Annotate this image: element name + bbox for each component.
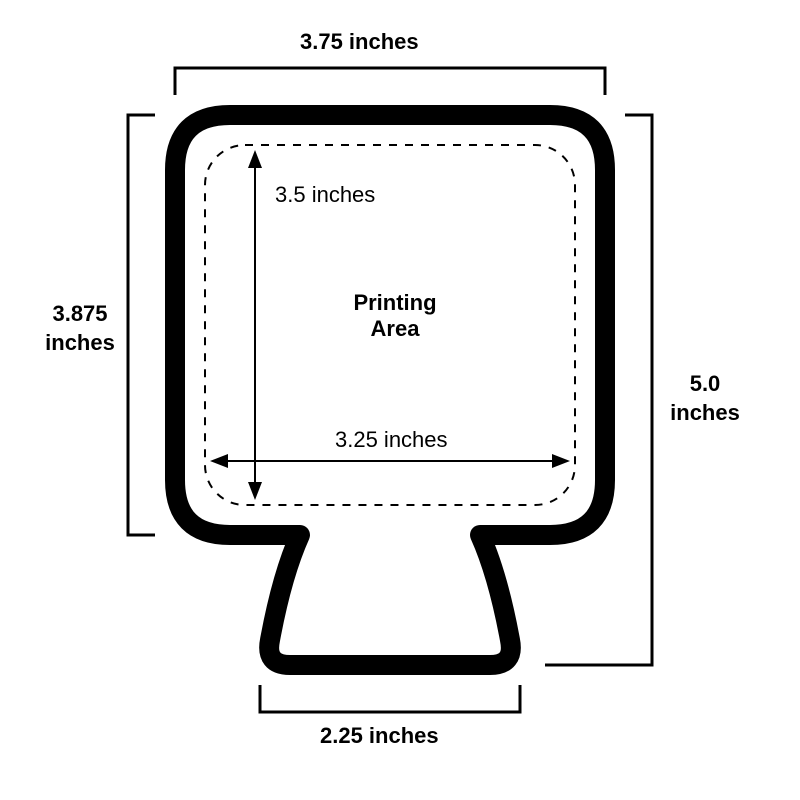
printing-area-label: Printing Area — [340, 290, 450, 342]
bottom-width-label: 2.25 inches — [320, 722, 439, 751]
print-height-arrowhead-top — [248, 150, 262, 168]
print-width-arrowhead-l — [210, 454, 228, 468]
bottom-bracket — [260, 685, 520, 712]
cooler-outline — [175, 115, 605, 665]
print-height-arrowhead-bot — [248, 482, 262, 500]
printing-area-line1: Printing — [353, 290, 436, 315]
right-height-label: 5.0 inches — [665, 370, 745, 427]
top-bracket — [175, 68, 605, 95]
left-height-unit: inches — [45, 330, 115, 355]
print-width-arrowhead-r — [552, 454, 570, 468]
printing-area-line2: Area — [371, 316, 420, 341]
print-width-label: 3.25 inches — [335, 427, 448, 453]
right-height-unit: inches — [670, 400, 740, 425]
left-height-value: 3.875 — [52, 301, 107, 326]
left-height-label: 3.875 inches — [40, 300, 120, 357]
right-height-value: 5.0 — [690, 371, 721, 396]
left-bracket — [128, 115, 155, 535]
print-height-label: 3.5 inches — [275, 182, 375, 208]
top-width-label: 3.75 inches — [300, 28, 419, 57]
